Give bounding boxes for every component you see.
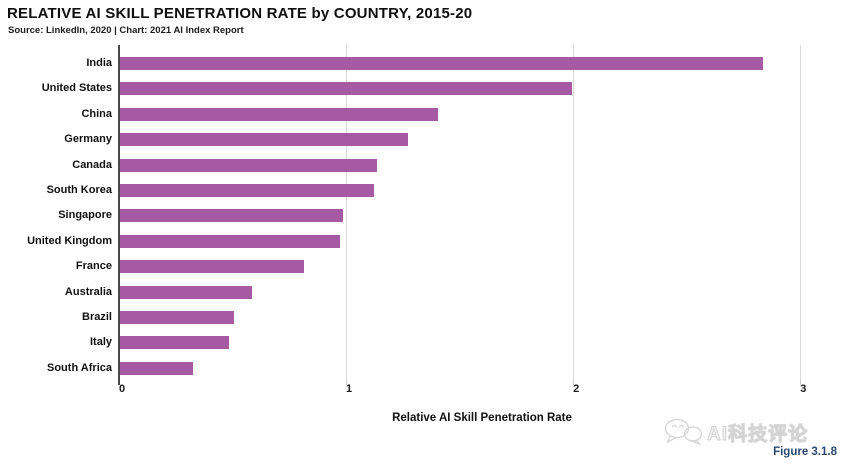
country-label: United Kingdom [27,234,112,247]
gridline [800,45,802,385]
x-tick [346,380,348,385]
country-label: China [81,107,112,120]
source-line: Source: LinkedIn, 2020 | Chart: 2021 AI … [8,25,244,36]
x-tick-label: 2 [573,383,580,395]
bar [120,361,193,375]
country-label: Germany [64,133,112,146]
x-axis-tick-labels: 0 1 2 3 [119,383,823,397]
bar [120,234,341,248]
x-tick [118,380,119,385]
figure-label: Figure 3.1.8 [773,446,837,458]
page-title: RELATIVE AI SKILL PENETRATION RATE by CO… [7,5,473,22]
country-label: Australia [64,285,112,298]
watermark-logo-icon [664,418,703,445]
plot-area [118,45,823,385]
bar [120,133,409,147]
x-axis-title: Relative AI Skill Penetration Rate [392,412,572,424]
x-tick [573,380,575,385]
bar [120,184,375,197]
country-label: Canada [72,158,112,171]
country-label: South Africa [47,361,112,374]
bar [120,57,763,70]
x-tick-label: 0 [118,383,126,395]
country-label: Singapore [58,209,112,222]
bar [120,158,377,172]
country-label: Italy [89,336,112,349]
gridline [346,45,348,385]
country-label: Brazil [82,311,112,323]
gridline [573,45,575,385]
watermark-text: AI科技评论 [706,424,809,446]
country-label: India [86,57,112,69]
bar [120,311,234,324]
bar [120,285,252,299]
y-axis-line [118,45,120,385]
watermark: AI科技评论 [663,416,823,446]
x-tick-label: 3 [800,383,807,395]
x-tick [800,380,802,385]
y-axis-labels: India United States China Germany Canada Sout… [0,45,112,380]
bar [120,209,343,223]
country-label: France [75,260,112,273]
bar [120,82,572,96]
country-label: United States [41,82,112,95]
bar [120,260,304,274]
country-label: South Korea [46,184,112,196]
bar [120,107,438,121]
x-tick-label: 1 [346,383,353,395]
bar [120,336,229,350]
